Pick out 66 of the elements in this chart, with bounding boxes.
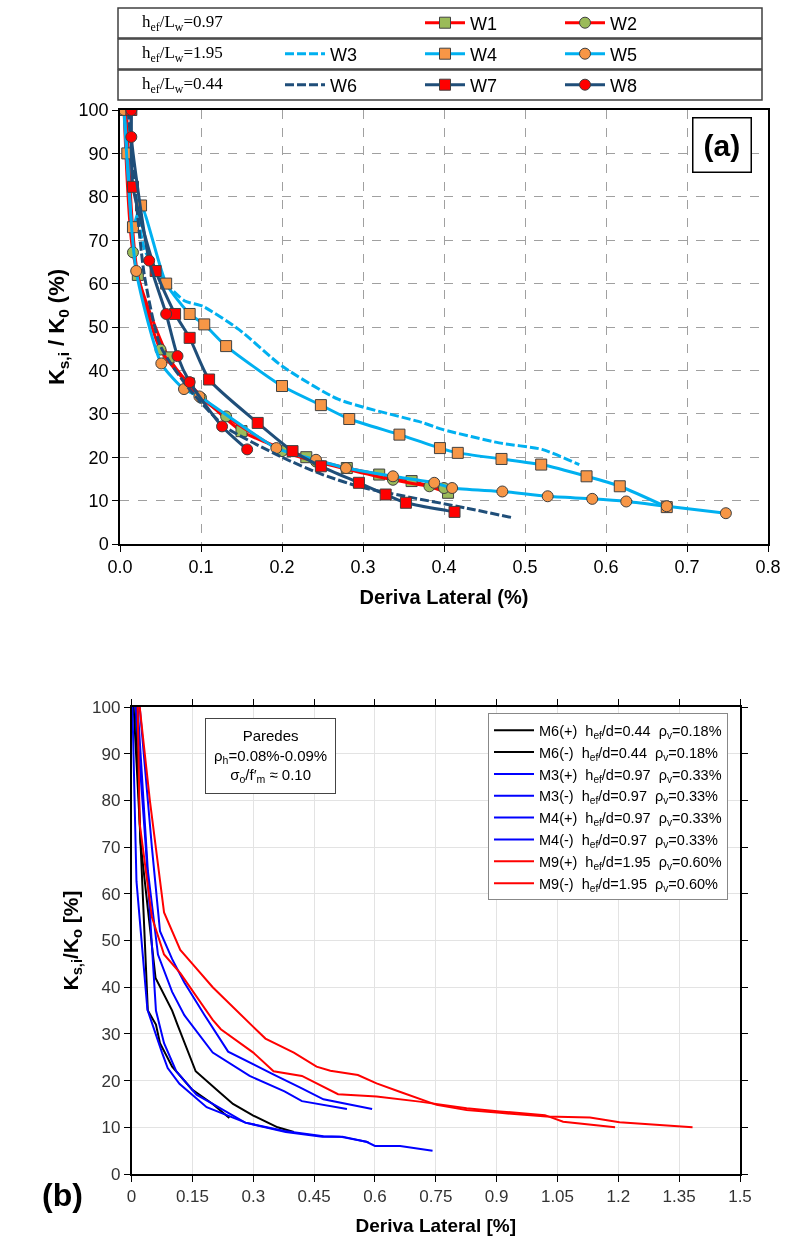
y-tick-label: 0 [110,1164,121,1184]
x-tick-label: 0.8 [755,557,781,578]
y-tick-label: 20 [88,447,109,468]
x-tick-label: 0.15 [175,1187,209,1207]
x-tick-label: 0.3 [241,1187,266,1207]
text: h$_{ef}$/L$_{w}$=0.97 [142,12,224,34]
y-tick-label: 80 [101,791,121,811]
x-tick-label: 0.45 [297,1187,331,1207]
x-tick-label: 1.5 [728,1187,752,1207]
y-tick-label: 30 [101,1024,121,1044]
y-tick-label: 50 [88,317,109,338]
y-tick-label: 70 [101,838,121,858]
y-tick-label: 90 [101,744,121,764]
legend-label: M6(+) h$_{ef}$/d=0.44 ρ$_{v}$=0.18% [539,722,722,741]
legend-label: M3(+) h$_{ef}$/d=0.97 ρ$_{v}$=0.33% [539,766,722,785]
x-tick-label: 0.75 [419,1187,453,1207]
y-tick-label: 80 [88,187,109,208]
legend-label: W8 [610,75,637,96]
x-tick-label: 0.6 [363,1187,387,1207]
text: Paredes ρ$_{h}$=0.08%-0.09% σ$_{o}$/f′$_{m}$ ≈ 0.10 [214,727,328,786]
text: h$_{ef}$/L$_{w}$=0.44 [142,74,224,96]
x-tick-label: 0.1 [188,557,214,578]
legend-label: W3 [330,44,357,65]
x-tick-label: 1.2 [606,1187,631,1207]
y-tick-label: 40 [101,978,121,998]
y-tick-label: 60 [101,884,121,904]
legend-label: W5 [610,44,637,65]
legend-label: M9(+) h$_{ef}$/d=1.95 ρ$_{v}$=0.60% [539,853,722,872]
y-tick-label: 10 [101,1118,121,1138]
y-tick-label: 50 [101,931,121,951]
x-tick-label: 1.35 [662,1187,696,1207]
text: (b) [42,1177,83,1213]
x-tick-label: 0.2 [269,557,295,578]
legend-label: W7 [470,75,497,96]
y-tick-label: 100 [78,100,109,121]
x-tick-label: 0.9 [484,1187,509,1207]
x-tick-label: 0.6 [593,557,619,578]
legend-label: M3(-) h$_{ef}$/d=0.97 ρ$_{v}$=0.33% [539,788,719,807]
y-tick-label: 40 [88,360,109,381]
legend-label: W1 [470,13,497,34]
legend-label: M6(-) h$_{ef}$/d=0.44 ρ$_{v}$=0.18% [539,744,719,763]
legend-label: M4(+) h$_{ef}$/d=0.97 ρ$_{v}$=0.33% [539,810,722,829]
y-tick-label: 30 [88,404,109,425]
legend-label: W4 [470,44,497,65]
x-tick-label: 0.4 [431,557,457,578]
y-tick-label: 0 [98,534,109,555]
x-axis-title: Deriva Lateral (%) [359,586,529,609]
x-tick-label: 0.5 [512,557,538,578]
x-tick-label: 1.05 [540,1187,575,1207]
y-tick-label: 70 [88,230,109,251]
x-tick-label: 0.7 [674,557,700,578]
x-tick-label: 0 [126,1187,137,1207]
x-tick-label: 0.0 [107,557,133,578]
legend-label: M4(-) h$_{ef}$/d=0.97 ρ$_{v}$=0.33% [539,832,719,851]
y-tick-label: 10 [88,490,109,511]
x-tick-label: 0.3 [350,557,376,578]
legend-label: W6 [330,75,357,96]
x-axis-title: Deriva Lateral [%] [355,1215,517,1237]
y-tick-label: 60 [88,273,109,294]
annotation: (a) [703,128,741,162]
text: h$_{ef}$/L$_{w}$=1.95 [142,43,223,65]
y-tick-label: 20 [101,1071,121,1091]
y-tick-label: 100 [92,697,121,717]
legend-label: M9(-) h$_{ef}$/d=1.95 ρ$_{v}$=0.60% [539,875,719,894]
legend-label: W2 [610,13,637,34]
y-tick-label: 90 [88,143,109,164]
